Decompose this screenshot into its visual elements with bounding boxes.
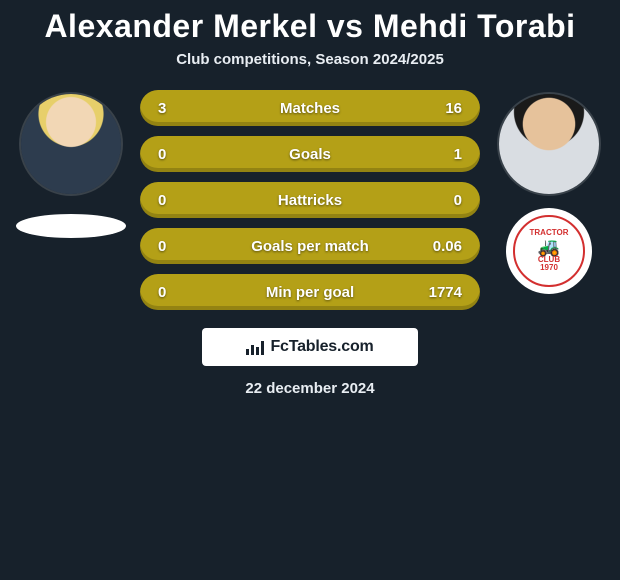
left-player-avatar: [21, 94, 121, 194]
infographic-container: Alexander Merkel vs Mehdi Torabi Club co…: [0, 0, 620, 580]
bar-chart-icon: [246, 339, 264, 355]
left-club-badge: [16, 214, 126, 238]
right-club-badge-inner: TRACTOR 🚜 CLUB 1970: [513, 215, 585, 287]
stat-label: Matches: [140, 100, 480, 117]
subtitle: Club competitions, Season 2024/2025: [0, 51, 620, 68]
left-player-column: [16, 90, 126, 238]
stat-row: 0 Hattricks 0: [140, 182, 480, 218]
branding-text: FcTables.com: [270, 338, 373, 356]
page-title: Alexander Merkel vs Mehdi Torabi: [0, 8, 620, 45]
stat-rows: 3 Matches 16 0 Goals 1 0 Hattricks 0 0 G…: [140, 90, 480, 310]
stat-row: 0 Min per goal 1774: [140, 274, 480, 310]
stat-label: Min per goal: [140, 284, 480, 301]
right-player-avatar: [499, 94, 599, 194]
comparison-area: 3 Matches 16 0 Goals 1 0 Hattricks 0 0 G…: [0, 90, 620, 310]
date-text: 22 december 2024: [0, 380, 620, 397]
right-player-column: TRACTOR 🚜 CLUB 1970: [494, 90, 604, 294]
stat-row: 3 Matches 16: [140, 90, 480, 126]
stat-label: Hattricks: [140, 192, 480, 209]
stat-row: 0 Goals per match 0.06: [140, 228, 480, 264]
stat-label: Goals: [140, 146, 480, 163]
branding-badge: FcTables.com: [202, 328, 418, 366]
tractor-icon: 🚜: [538, 238, 560, 256]
stat-label: Goals per match: [140, 238, 480, 255]
right-club-badge: TRACTOR 🚜 CLUB 1970: [506, 208, 592, 294]
club-year: 1970: [540, 264, 558, 273]
stat-row: 0 Goals 1: [140, 136, 480, 172]
